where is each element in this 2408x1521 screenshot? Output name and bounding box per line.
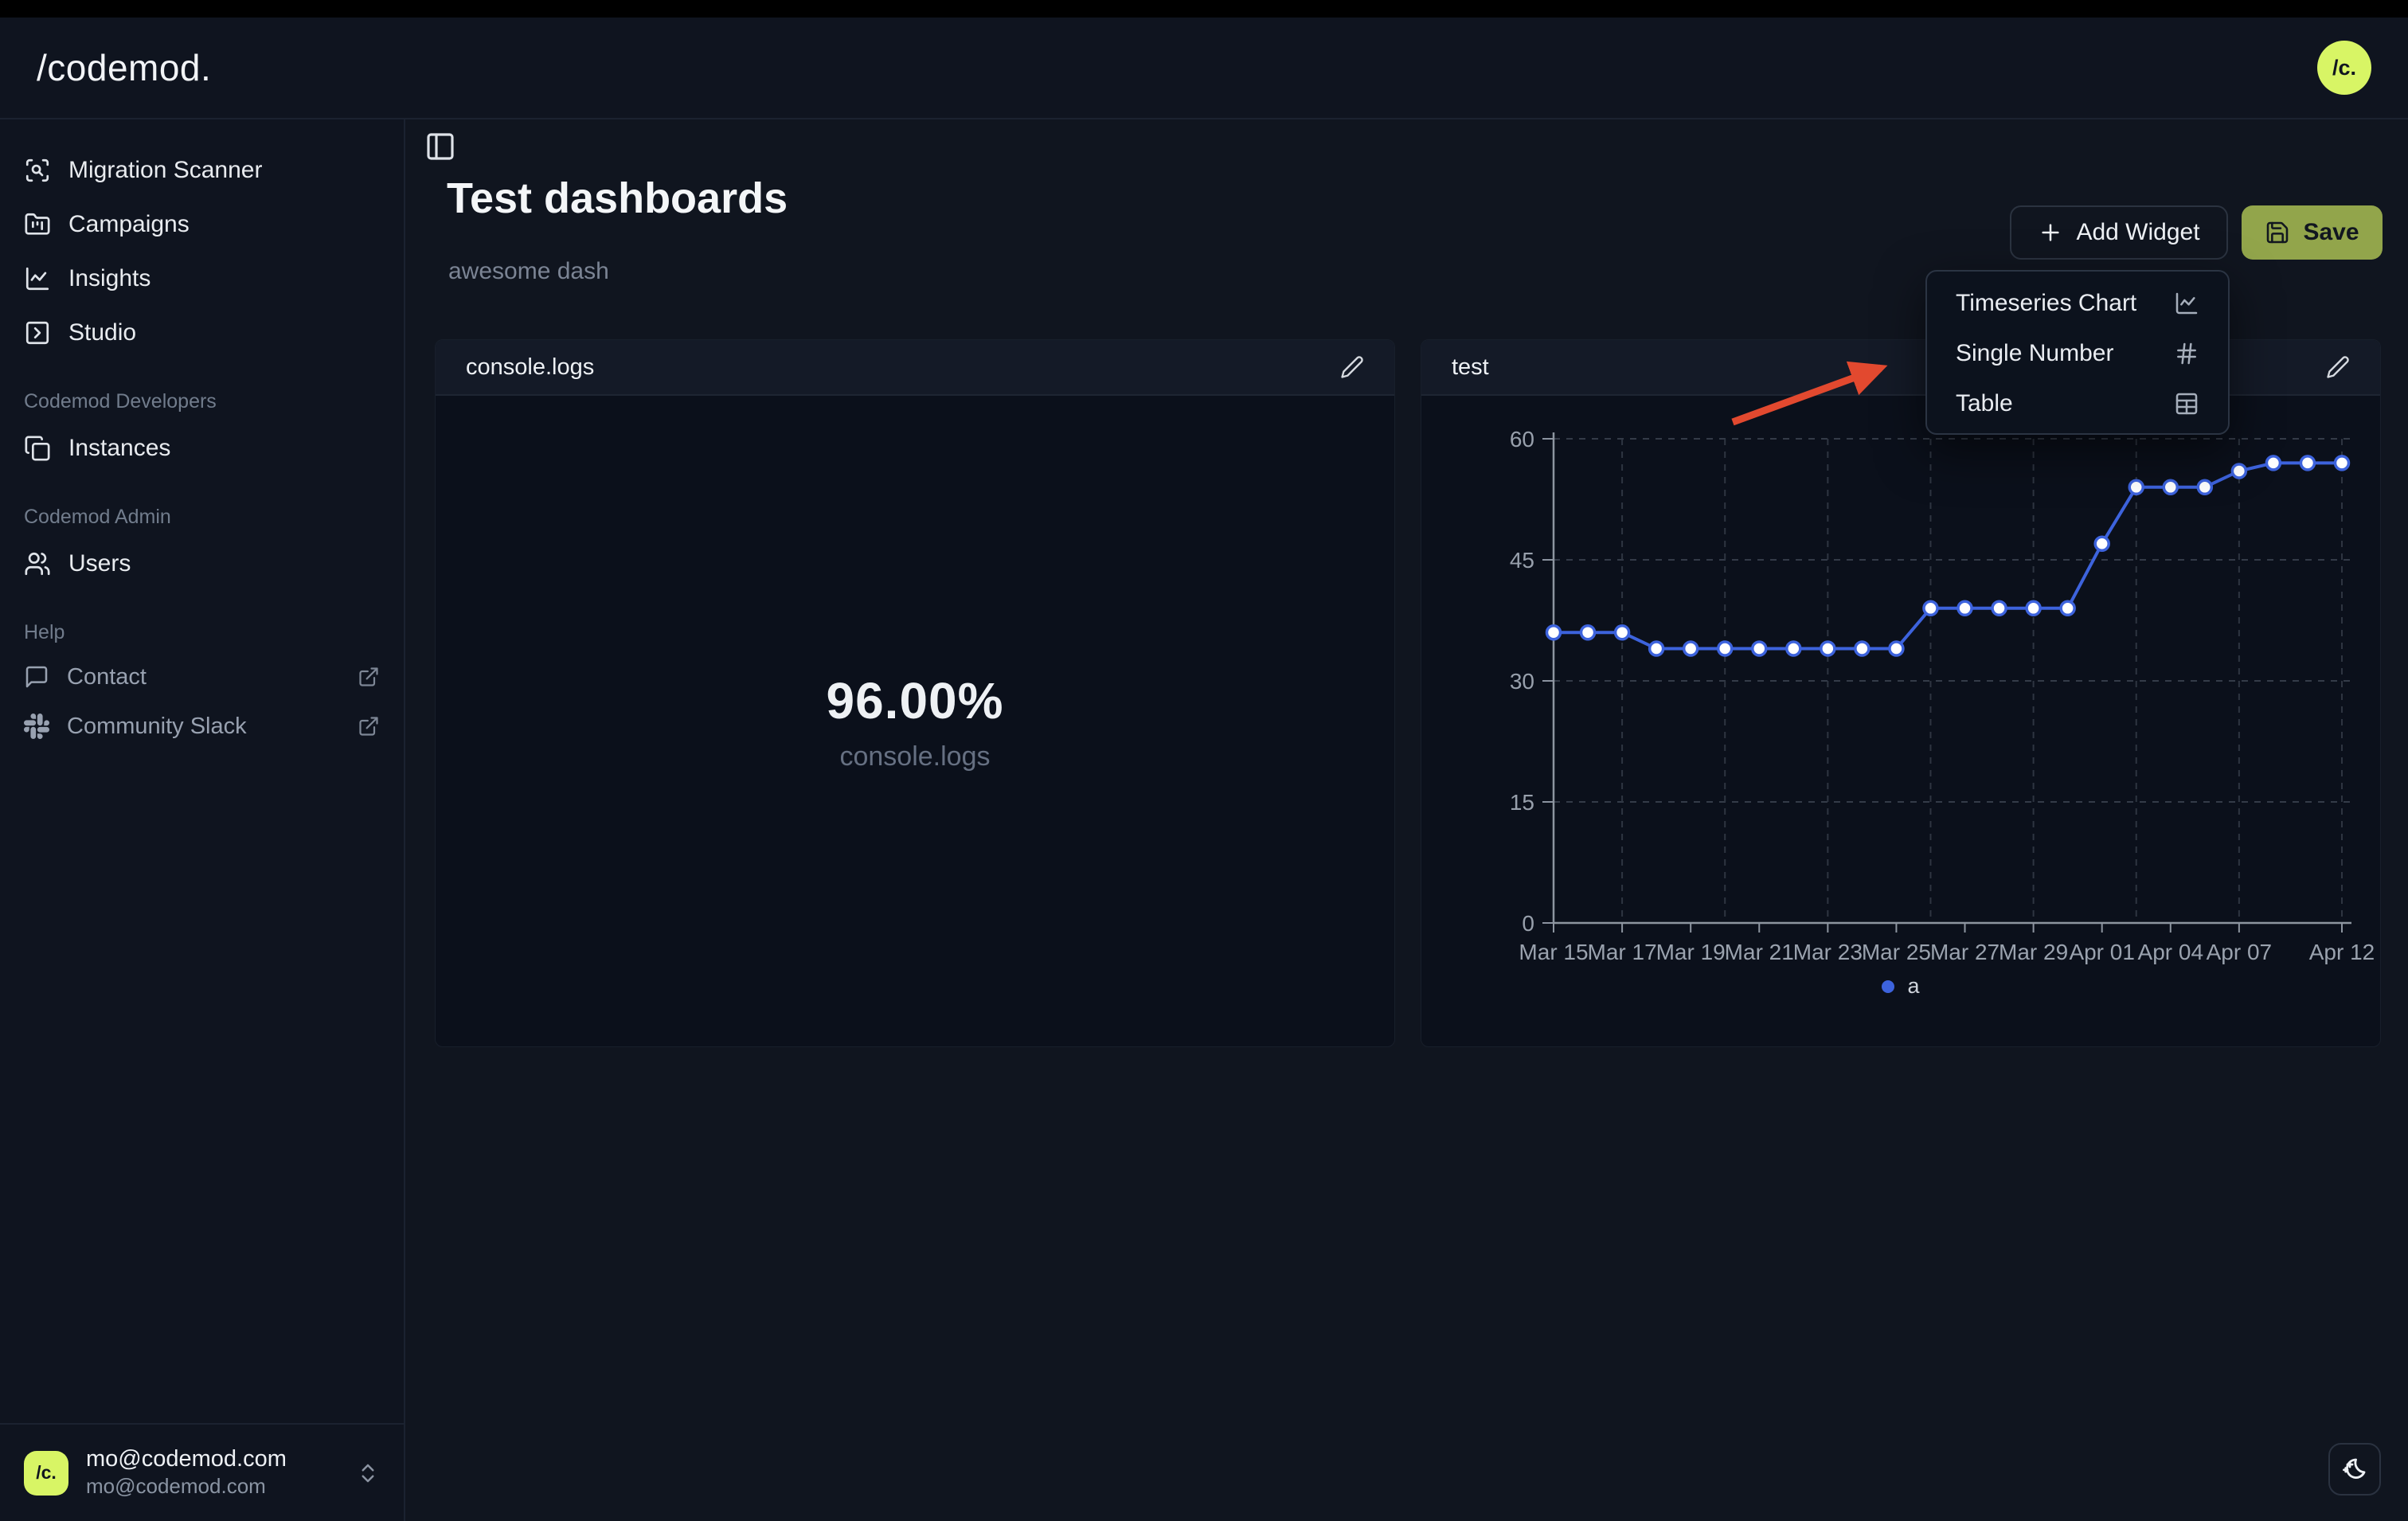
sidebar-section-codemod-admin: Codemod Admin xyxy=(24,506,171,528)
svg-text:Apr 01: Apr 01 xyxy=(2069,940,2135,964)
chart-line-icon xyxy=(2174,291,2199,316)
square-chevron-right-icon xyxy=(24,319,51,346)
sidebar-item-label: Studio xyxy=(68,319,137,346)
chart-legend: a xyxy=(1421,974,2380,999)
menu-item-label: Timeseries Chart xyxy=(1956,289,2137,316)
svg-text:15: 15 xyxy=(1510,790,1534,815)
sidebar-item-users[interactable]: Users xyxy=(24,537,380,591)
user-menu[interactable]: /c. mo@codemod.com mo@codemod.com xyxy=(0,1423,404,1521)
menu-item-label: Table xyxy=(1956,389,2013,416)
page-subtitle: awesome dash xyxy=(448,258,609,284)
sidebar: Migration Scanner Campaigns Insights Stu… xyxy=(0,119,405,1521)
single-number-value: 96.00% xyxy=(826,672,1004,729)
theme-toggle-button[interactable] xyxy=(2328,1443,2381,1496)
edit-widget-button[interactable] xyxy=(1340,355,1364,379)
widget-title: test xyxy=(1452,354,1489,380)
sidebar-item-label: Campaigns xyxy=(68,211,190,237)
account-avatar[interactable]: /c. xyxy=(2317,41,2371,95)
external-link-icon xyxy=(358,715,380,737)
save-button[interactable]: Save xyxy=(2242,205,2383,260)
plus-icon xyxy=(2038,220,2063,245)
scan-search-icon xyxy=(24,157,51,184)
svg-text:Mar 25: Mar 25 xyxy=(1862,940,1931,964)
sidebar-section-help: Help xyxy=(24,621,65,643)
svg-text:Mar 15: Mar 15 xyxy=(1519,940,1588,964)
menu-item-table[interactable]: Table xyxy=(1927,378,2228,428)
top-black-strip xyxy=(0,0,2408,18)
edit-widget-button[interactable] xyxy=(2326,355,2350,379)
svg-text:Apr 12: Apr 12 xyxy=(2309,940,2375,964)
folder-kanban-icon xyxy=(24,211,51,238)
legend-series-label: a xyxy=(1907,974,1920,998)
sidebar-item-label: Contact xyxy=(67,663,147,690)
add-widget-button[interactable]: Add Widget xyxy=(2010,205,2228,260)
svg-text:45: 45 xyxy=(1510,548,1534,573)
sidebar-item-instances[interactable]: Instances xyxy=(24,421,380,475)
user-name: mo@codemod.com xyxy=(86,1446,287,1472)
menu-item-timeseries-chart[interactable]: Timeseries Chart xyxy=(1927,278,2228,328)
panel-left-icon xyxy=(427,133,454,160)
svg-text:Mar 23: Mar 23 xyxy=(1793,940,1863,964)
user-email: mo@codemod.com xyxy=(86,1474,266,1499)
svg-text:Mar 19: Mar 19 xyxy=(1656,940,1726,964)
sidebar-item-label: Migration Scanner xyxy=(68,157,263,183)
page-title: Test dashboards xyxy=(447,174,788,222)
pencil-icon xyxy=(1341,356,1363,378)
save-icon xyxy=(2265,220,2290,245)
slack-icon xyxy=(24,714,49,739)
sidebar-item-contact[interactable]: Contact xyxy=(24,652,380,702)
table-icon xyxy=(2174,391,2199,416)
widget-card-test: test 0 15 30 45 60 Mar 15 Mar 17 Mar 19 Mar 21 Ma… xyxy=(1421,339,2381,1047)
pencil-icon xyxy=(2327,356,2349,378)
chart-line-icon xyxy=(24,265,51,292)
add-widget-menu: Timeseries Chart Single Number Table xyxy=(1925,270,2230,435)
sidebar-toggle-button[interactable] xyxy=(424,131,456,162)
svg-text:Apr 07: Apr 07 xyxy=(2207,940,2273,964)
legend-series-dot xyxy=(1882,979,1895,993)
moon-star-icon xyxy=(2340,1455,2369,1484)
menu-item-single-number[interactable]: Single Number xyxy=(1927,328,2228,378)
sidebar-item-migration-scanner[interactable]: Migration Scanner xyxy=(24,143,380,197)
sidebar-item-label: Instances xyxy=(68,435,171,461)
sidebar-section-codemod-developers: Codemod Developers xyxy=(24,390,217,413)
copy-icon xyxy=(24,435,51,462)
sidebar-item-label: Insights xyxy=(68,265,151,291)
sidebar-item-label: Users xyxy=(68,550,131,577)
topbar: /codemod. /c. xyxy=(0,18,2408,119)
svg-text:Apr 04: Apr 04 xyxy=(2138,940,2204,964)
add-widget-label: Add Widget xyxy=(2076,219,2200,245)
single-number-caption: console.logs xyxy=(839,741,991,772)
widget-title: console.logs xyxy=(466,354,595,380)
sidebar-item-campaigns[interactable]: Campaigns xyxy=(24,197,380,252)
app-logo[interactable]: /codemod. xyxy=(37,47,212,88)
save-label: Save xyxy=(2303,219,2359,245)
external-link-icon xyxy=(358,666,380,688)
widget-header: console.logs xyxy=(436,340,1394,396)
single-number-widget: 96.00% console.logs xyxy=(436,396,1394,1046)
svg-text:Mar 27: Mar 27 xyxy=(1930,940,2000,964)
svg-text:60: 60 xyxy=(1510,427,1534,452)
svg-text:Mar 21: Mar 21 xyxy=(1725,940,1794,964)
svg-text:0: 0 xyxy=(1522,911,1534,936)
message-square-icon xyxy=(24,664,49,690)
sidebar-item-insights[interactable]: Insights xyxy=(24,252,380,306)
user-avatar: /c. xyxy=(24,1450,68,1496)
sidebar-item-studio[interactable]: Studio xyxy=(24,306,380,360)
widget-card-console-logs: console.logs 96.00% console.logs xyxy=(435,339,1395,1047)
svg-text:Mar 17: Mar 17 xyxy=(1588,940,1657,964)
svg-text:Mar 29: Mar 29 xyxy=(1999,940,2068,964)
sidebar-item-label: Community Slack xyxy=(67,713,247,739)
menu-item-label: Single Number xyxy=(1956,339,2114,366)
svg-text:30: 30 xyxy=(1510,669,1534,694)
chevrons-up-down-icon xyxy=(356,1461,380,1485)
users-icon xyxy=(24,550,51,577)
sidebar-item-community-slack[interactable]: Community Slack xyxy=(24,702,380,751)
hash-icon xyxy=(2174,341,2199,366)
